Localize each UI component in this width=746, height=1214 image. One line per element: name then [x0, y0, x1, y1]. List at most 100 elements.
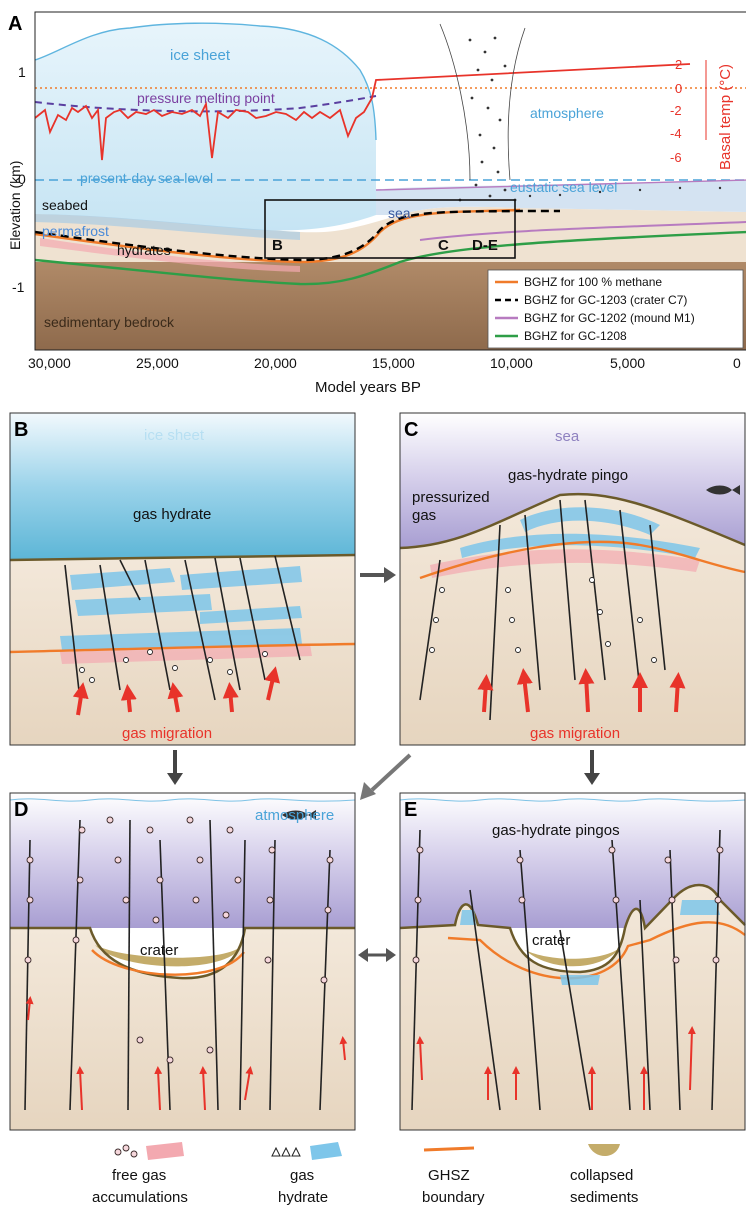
panel-c-letter: C — [404, 419, 418, 441]
panel-e-gas-arrows — [416, 1026, 696, 1110]
panel-b-letter: B — [14, 419, 28, 441]
panel-c-gas-label: gas — [412, 507, 436, 524]
panel-b-bubbles — [79, 649, 268, 683]
ice-sheet-shape — [35, 23, 376, 231]
box-label-c: C — [438, 237, 449, 254]
panel-e-faults — [411, 829, 721, 1111]
key-ghsz-icon — [423, 1146, 475, 1152]
legend-label-1: BGHZ for GC-1203 (crater C7) — [524, 293, 687, 307]
key-ghsz-line1: GHSZ — [428, 1167, 470, 1184]
bghz-black-dashed-line — [34, 209, 560, 262]
arrow-c-to-d-head — [360, 782, 376, 800]
panel-d-crater-label: crater — [140, 942, 178, 959]
panel-e-hydrate — [460, 900, 720, 985]
right-tick-neg6: -6 — [670, 150, 682, 165]
right-tick-neg2: -2 — [670, 103, 682, 118]
label-atmosphere: atmosphere — [530, 105, 604, 121]
panel-b-gas-band — [60, 644, 312, 664]
y-tick-1: 1 — [18, 64, 26, 80]
x-tick-25000: 25,000 — [136, 355, 179, 371]
panel-e-frame — [399, 792, 746, 1131]
panel-d-wave — [9, 798, 356, 802]
panel-c-gas-band — [430, 549, 700, 578]
right-tick-neg4: -4 — [670, 126, 682, 141]
label-present-day-sea-level: present-day sea level — [80, 170, 213, 186]
key-gas-hydrate-icon — [271, 1142, 342, 1160]
panel-e: E gas-hydrate pingos crater — [399, 792, 746, 1131]
x-tick-20000: 20,000 — [254, 355, 297, 371]
panel-e-seabed-line — [399, 883, 746, 974]
x-tick-0: 0 — [733, 355, 741, 371]
panel-d-gas-arrows — [25, 996, 348, 1111]
label-sedimentary-bedrock: sedimentary bedrock — [44, 314, 175, 330]
panel-c-frame — [399, 412, 746, 746]
right-axis: 2 0 -2 -4 -6 Basal temp (°C) — [670, 57, 734, 170]
panel-d-fish-icon — [282, 810, 316, 820]
right-axis-title: Basal temp (°C) — [717, 64, 734, 170]
arrow-c-to-e-head — [584, 773, 600, 785]
panel-c-pressurized-label: pressurized — [412, 489, 490, 506]
free-gas-pink-band — [40, 238, 300, 272]
basal-temperature-line — [34, 63, 691, 161]
panel-c-ghsz-line — [419, 540, 746, 580]
panel-a-plot: B C D-E ice sheet pressure melting point… — [34, 11, 746, 351]
panel-b: B ice sheet gas hydrate gas migration — [9, 412, 356, 746]
panel-b-gas-migration-label: gas migration — [122, 725, 212, 742]
panel-e-pingos-label: gas-hydrate pingos — [492, 822, 620, 839]
zoom-box — [264, 199, 516, 259]
panel-a-frame — [34, 11, 746, 351]
y-tick-neg1: -1 — [12, 279, 25, 295]
panel-c-pingo-label: gas-hydrate pingo — [508, 467, 628, 484]
label-eustatic-sea-level: eustatic sea level — [510, 179, 617, 195]
arrow-b-to-c-head — [384, 567, 396, 583]
legend-label-0: BGHZ for 100 % methane — [524, 275, 662, 289]
bghz-green-line — [34, 230, 746, 286]
key-free-gas-icon — [114, 1142, 184, 1160]
panel-c-sea-label: sea — [555, 428, 580, 445]
panel-b-ice — [10, 413, 355, 561]
eustatic-sea-level-line — [375, 179, 746, 191]
panel-c-seabed-line — [399, 492, 746, 550]
y-axis-title: Elevation (km) — [7, 161, 23, 250]
legend-box — [487, 269, 744, 349]
x-axis-title: Model years BP — [315, 379, 421, 396]
panel-b-seabed-line — [9, 553, 356, 562]
label-ice-sheet: ice sheet — [170, 47, 231, 64]
sediment-layer — [35, 206, 746, 262]
x-tick-15000: 15,000 — [372, 355, 415, 371]
permafrost-band — [35, 214, 300, 240]
x-tick-5000: 5,000 — [610, 355, 645, 371]
arrow-b-to-d-head — [167, 773, 183, 785]
panel-d-collapsed-sediments — [95, 945, 242, 967]
label-sea: sea — [388, 205, 411, 221]
label-seabed: seabed — [42, 197, 88, 213]
x-tick-30000: 30,000 — [28, 355, 71, 371]
panel-c: C sea gas-hydrate pingo pressurized gas … — [399, 412, 746, 746]
panel-d-bubbles — [24, 816, 334, 1064]
label-permafrost: permafrost — [42, 223, 109, 239]
panel-c-hydrate-lenses — [460, 507, 700, 558]
arrow-d-e-right-head — [386, 948, 396, 962]
key-free-gas-line1: free gas — [112, 1167, 166, 1184]
arrow-d-e-left-head — [358, 948, 368, 962]
panel-e-wave — [399, 798, 746, 802]
panel-d-atmosphere-label: atmosphere — [255, 807, 334, 824]
ice-sheet-outline — [34, 22, 377, 141]
panel-b-gas-hydrate-label: gas hydrate — [133, 506, 211, 523]
pressure-melting-point-line — [34, 95, 377, 113]
panel-e-letter: E — [404, 799, 417, 821]
legend-label-3: BGHZ for GC-1208 — [524, 329, 627, 343]
panel-e-collapsed-sediments — [525, 948, 620, 967]
right-tick-0: 0 — [675, 81, 682, 96]
key: free gas accumulations gas hydrate GHSZ … — [92, 1142, 638, 1206]
panel-b-ghsz-line — [9, 642, 356, 654]
panel-d-faults — [24, 819, 331, 1111]
panel-c-bubbles — [429, 577, 657, 663]
key-collapsed-line2: sediments — [570, 1189, 638, 1206]
panel-b-ice-sheet-label: ice sheet — [144, 427, 205, 444]
panel-d-seabed — [10, 928, 355, 1130]
panel-d: D atmosphere crater — [9, 792, 356, 1131]
panel-a-letter: A — [8, 13, 22, 35]
x-axis: 30,000 25,000 20,000 15,000 10,000 5,000… — [28, 355, 741, 396]
panel-d-frame — [9, 792, 356, 1131]
